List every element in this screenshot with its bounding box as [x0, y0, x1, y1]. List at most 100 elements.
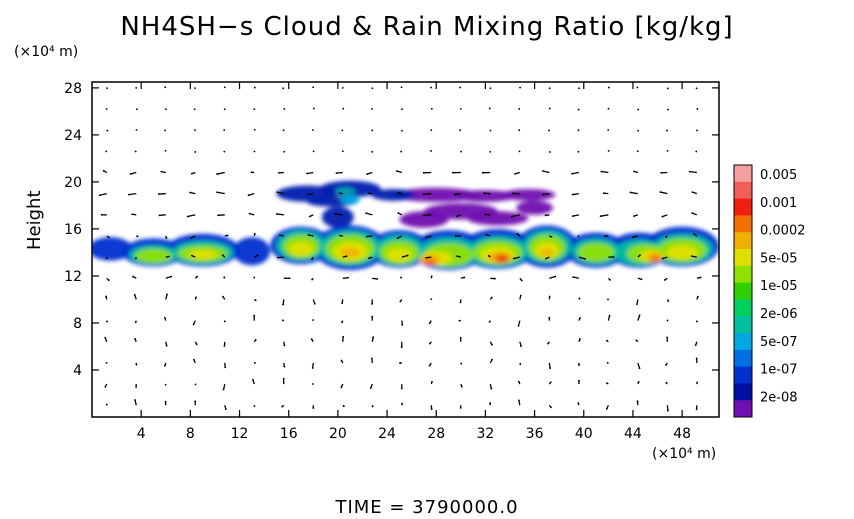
wind-vector-head: [554, 275, 557, 278]
wind-vector-head: [696, 320, 698, 323]
wind-vector-head: [455, 215, 458, 218]
wind-vector-head: [510, 215, 513, 218]
wind-vector-head: [695, 357, 698, 360]
wind-vector: [277, 191, 284, 195]
wind-vector-head: [223, 345, 226, 347]
x-tick-label: 16: [280, 426, 298, 442]
wind-vector-head: [223, 108, 226, 111]
wind-vector-head: [693, 233, 695, 235]
wind-vector-head: [312, 383, 314, 385]
cloud-blob: [577, 243, 615, 262]
wind-vector-head: [577, 402, 580, 404]
wind-vector-head: [166, 293, 168, 296]
wind-vector-head: [638, 367, 641, 370]
wind-vector-head: [134, 150, 137, 153]
wind-vector-head: [288, 277, 291, 280]
wind-vector-head: [278, 171, 280, 174]
wind-vector-head: [607, 149, 610, 152]
y-tick-label: 24: [64, 128, 82, 144]
wind-vector-head: [129, 173, 132, 175]
wind-vector-head: [365, 235, 368, 238]
wind-vector-head: [108, 236, 110, 239]
wind-vector-head: [253, 86, 256, 89]
wind-vector: [511, 214, 520, 218]
wind-vector-head: [396, 237, 399, 240]
wind-vector-head: [431, 380, 433, 383]
wind-vector-head: [106, 129, 109, 132]
wind-vector-head: [544, 214, 547, 217]
x-tick-label: 48: [673, 426, 691, 442]
colorbar-label: 5e-07: [760, 335, 798, 350]
wind-vector-head: [306, 172, 308, 175]
wind-vector-head: [638, 314, 641, 317]
wind-vector-head: [283, 108, 286, 110]
wind-vector: [549, 275, 556, 279]
wind-vector-head: [666, 129, 668, 132]
cloud-blob: [288, 241, 314, 256]
wind-vector-head: [135, 86, 138, 89]
wind-vector-head: [667, 409, 669, 412]
wind-vector-head: [342, 335, 345, 338]
wind-vector-head: [406, 254, 409, 257]
wind-vector-head: [366, 173, 369, 176]
colorbar-swatch: [734, 232, 752, 250]
wind-vector-head: [341, 129, 344, 132]
wind-vector-head: [193, 108, 196, 111]
wind-vector-head: [695, 150, 698, 153]
wind-vector-head: [453, 193, 456, 196]
wind-vector-head: [518, 129, 521, 132]
wind-vector-head: [607, 129, 610, 131]
wind-vector-head: [514, 172, 516, 175]
wind-vector-head: [666, 319, 669, 322]
wind-vector-head: [190, 172, 193, 175]
wind-vector-head: [276, 213, 278, 215]
wind-vector-head: [135, 363, 138, 366]
wind-vector-head: [459, 407, 462, 409]
wind-vector-head: [135, 129, 138, 131]
wind-vector-head: [690, 255, 693, 257]
wind-vector-head: [134, 257, 137, 260]
x-tick-label: 32: [476, 426, 494, 442]
colorbar-swatch: [734, 282, 752, 300]
wind-vector-head: [430, 150, 432, 152]
cloud-blob: [501, 188, 556, 201]
wind-vector-head: [342, 107, 345, 110]
wind-vector-head: [222, 295, 224, 298]
wind-vector-head: [488, 107, 491, 110]
wind-vector-head: [699, 276, 702, 279]
wind-vector: [336, 171, 343, 174]
wind-vector-head: [512, 257, 515, 260]
wind-vector-head: [425, 236, 427, 239]
wind-vector-head: [604, 235, 607, 237]
wind-vector-head: [164, 86, 167, 89]
wind-vector: [366, 235, 373, 238]
wind-vector-head: [667, 300, 670, 302]
wind-vector-head: [547, 342, 549, 345]
wind-vector-head: [257, 254, 259, 257]
cloud-blob: [187, 250, 218, 260]
wind-vector-head: [460, 150, 463, 153]
wind-vector-head: [637, 380, 640, 383]
wind-vector-head: [193, 358, 195, 361]
wind-vector-head: [518, 399, 520, 402]
colorbar-label: 2e-08: [760, 390, 798, 405]
wind-vector-head: [550, 236, 553, 238]
wind-vector-head: [460, 362, 463, 365]
wind-vector: [222, 383, 226, 390]
wind-vector-head: [106, 320, 108, 323]
wind-vector: [165, 276, 172, 279]
wind-vector-head: [365, 212, 367, 215]
wind-vector-head: [253, 405, 256, 407]
x-tick-label: 20: [329, 426, 347, 442]
colorbar-swatch: [734, 215, 752, 233]
y-tick-label: 4: [73, 363, 82, 379]
wind-vector-head: [307, 234, 310, 236]
colorbar-swatch: [734, 165, 752, 183]
wind-vector-head: [577, 235, 580, 238]
colorbar-swatch: [734, 299, 752, 317]
wind-vector-head: [401, 324, 404, 326]
wind-vector: [517, 320, 521, 327]
wind-vector: [216, 191, 225, 195]
colorbar-legend: 0.005 0.001 0.0002 5e-05 1e-05 2e-06 5e-07 1e-0…: [733, 164, 806, 418]
